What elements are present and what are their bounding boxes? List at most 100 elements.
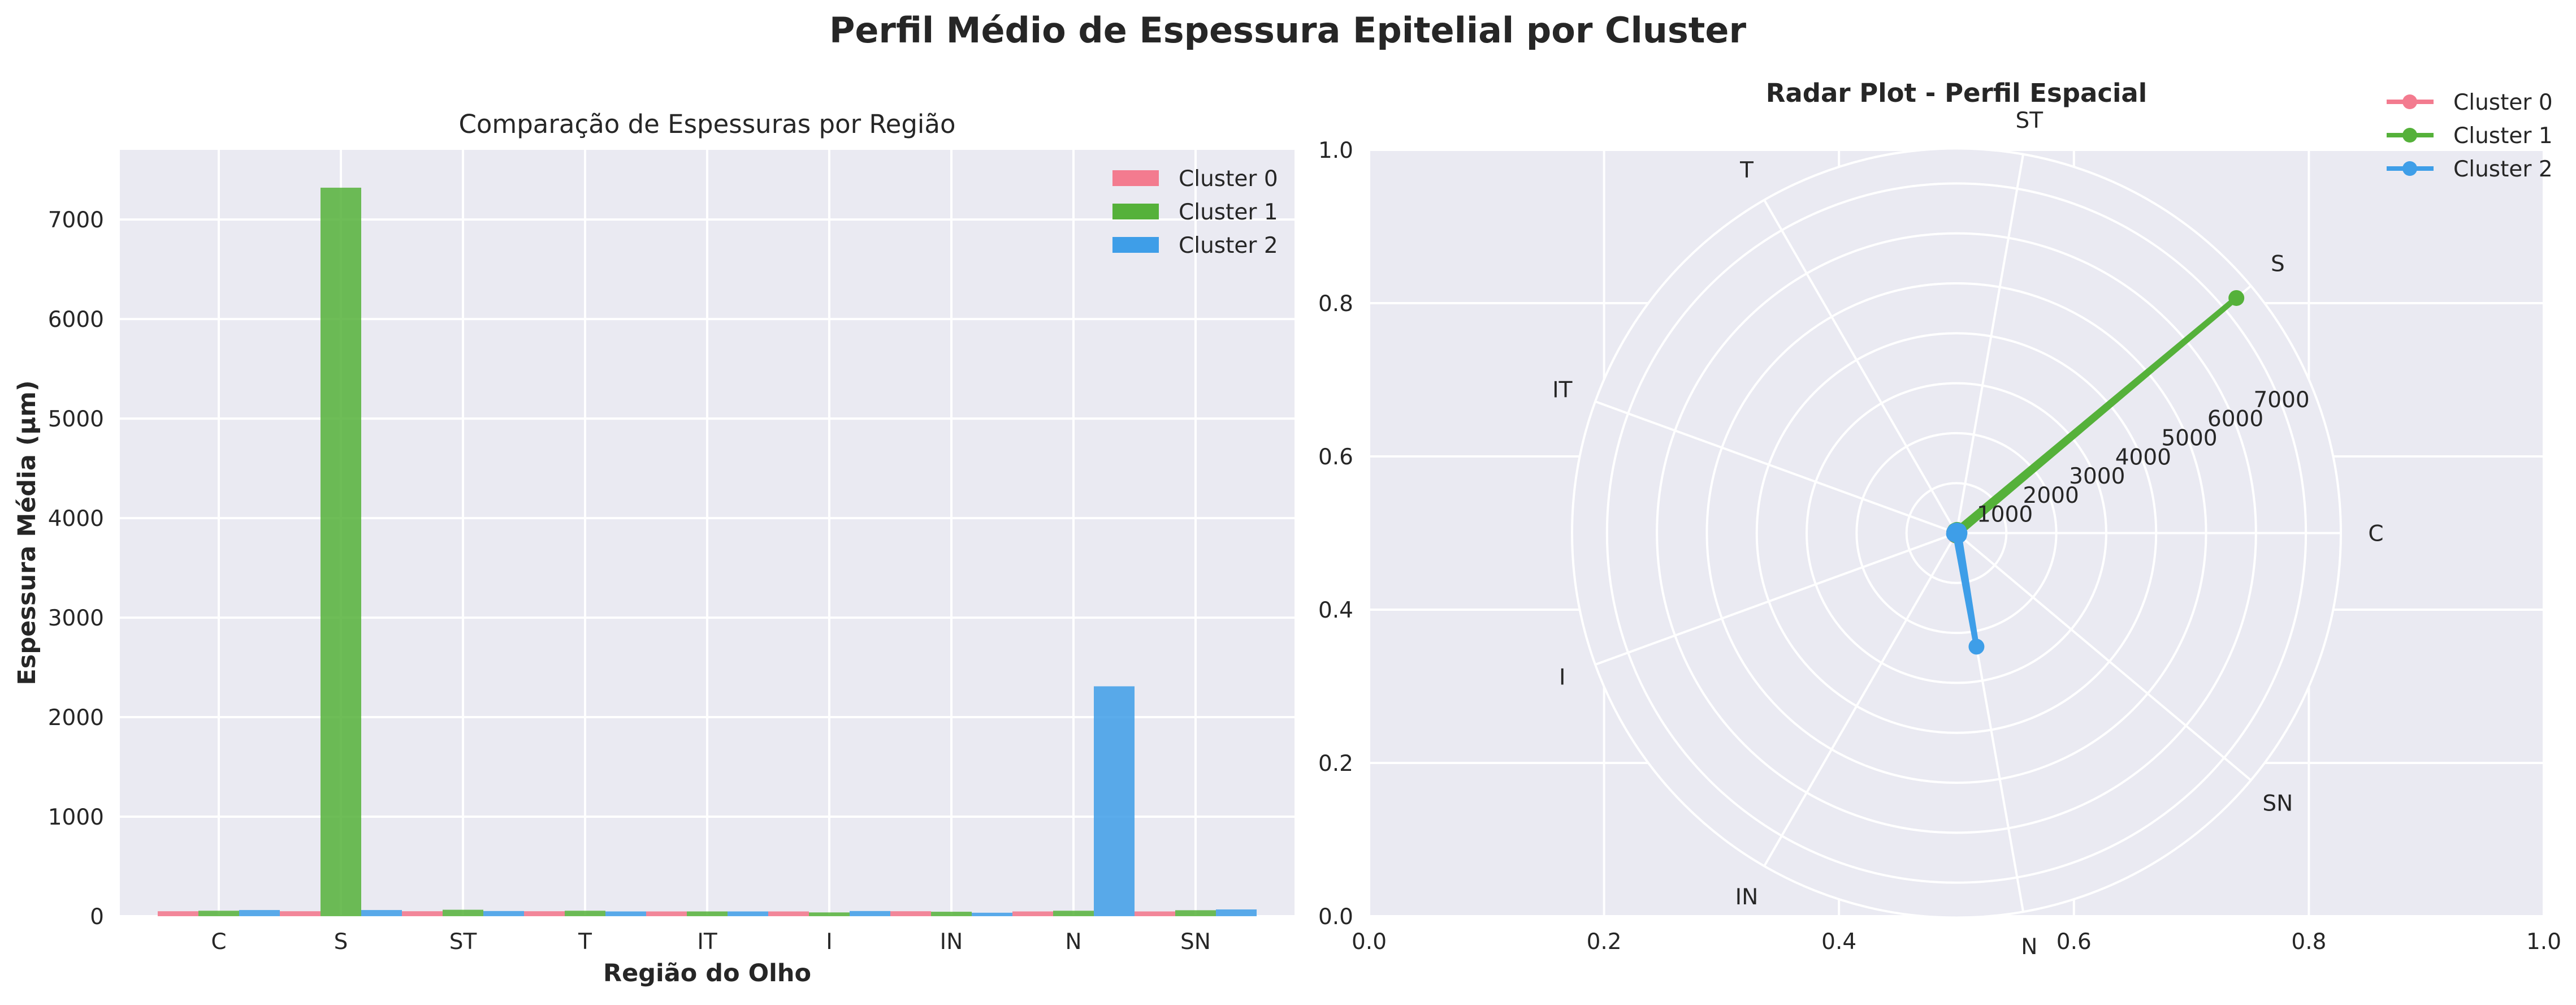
bar-chart-title: Comparação de Espessuras por Região xyxy=(458,109,955,139)
radar-legend-label: Cluster 2 xyxy=(2453,157,2553,182)
bar-y-axis-label: Espessura Média (μm) xyxy=(13,380,41,685)
bar-cluster-1-in xyxy=(931,912,972,916)
bar-x-axis-label: Região do Olho xyxy=(603,959,811,987)
radar-angle-label: ST xyxy=(2016,108,2044,133)
radar-angle-label: SN xyxy=(2262,791,2293,816)
bar-x-tick-label: N xyxy=(1065,929,1081,955)
radar-x-tick-label: 1.0 xyxy=(2526,929,2561,955)
radar-angle-label: IN xyxy=(1735,885,1759,910)
bar-cluster-2-it xyxy=(728,911,768,916)
radar-point-cluster-2-sn xyxy=(1951,527,1967,544)
figure-title: Perfil Médio de Espessura Epitelial por … xyxy=(829,10,1747,51)
radar-y-tick-label: 0.6 xyxy=(1318,445,1353,470)
radar-point-cluster-2-n xyxy=(1968,639,1985,655)
bar-cluster-1-sn xyxy=(1175,910,1216,916)
bar-x-tick-label: ST xyxy=(449,929,477,955)
radar-legend-label: Cluster 1 xyxy=(2453,123,2553,149)
radar-x-tick-label: 0.0 xyxy=(1352,929,1387,955)
radar-y-tick-label: 0.0 xyxy=(1318,904,1353,930)
bar-cluster-1-i xyxy=(809,912,850,916)
radar-y-tick-label: 0.2 xyxy=(1318,751,1353,777)
radar-y-tick-label: 0.8 xyxy=(1318,291,1353,317)
bar-legend-swatch xyxy=(1112,170,1159,186)
radar-x-tick-label: 0.4 xyxy=(1821,929,1856,955)
bar-y-tick-labels: 0 1000 2000 3000 4000 5000 6000 7000 xyxy=(48,208,104,930)
bar-legend-swatch xyxy=(1112,204,1159,219)
bar-cluster-1-t xyxy=(565,911,605,916)
radar-y-tick-label: 1.0 xyxy=(1318,138,1353,163)
bar-y-tick-label: 2000 xyxy=(48,705,104,731)
bar-cluster-0-c xyxy=(158,911,198,916)
bar-cluster-1-it xyxy=(687,911,728,916)
radar-r-tick-label: 1000 xyxy=(1977,502,2033,528)
radar-r-tick-label: 4000 xyxy=(2115,445,2171,470)
bar-cluster-0-in xyxy=(890,911,931,916)
radar-legend-marker xyxy=(2402,94,2417,109)
radar-angle-label: I xyxy=(1559,665,1566,690)
bar-cluster-2-c xyxy=(239,910,280,916)
radar-spoke xyxy=(1955,532,2252,782)
bar-y-tick-label: 6000 xyxy=(48,307,104,333)
bar-cluster-0-n xyxy=(1012,911,1053,916)
radar-spoke xyxy=(1763,199,1958,534)
bar-cluster-0-i xyxy=(768,911,809,916)
bar-y-tick-label: 0 xyxy=(90,904,104,930)
bar-marks xyxy=(158,187,1257,916)
bar-cluster-1-c xyxy=(198,911,239,916)
bar-cluster-0-it xyxy=(646,911,687,916)
bar-cluster-1-s xyxy=(321,187,361,916)
bar-y-tick-label: 4000 xyxy=(48,506,104,532)
bar-x-tick-label: IT xyxy=(697,929,717,955)
bar-y-tick-label: 7000 xyxy=(48,208,104,233)
bar-cluster-2-n xyxy=(1094,686,1135,916)
bar-x-tick-labels: C S ST T IT I IN N SN xyxy=(211,929,1211,955)
radar-legend-marker xyxy=(2402,128,2417,143)
radar-series xyxy=(1946,290,2245,655)
radar-spoke xyxy=(1763,532,1958,867)
radar-angle-label: T xyxy=(1739,158,1754,183)
bar-legend-label: Cluster 1 xyxy=(1179,200,1278,225)
bar-cluster-1-n xyxy=(1053,911,1094,916)
bar-cluster-2-i xyxy=(850,911,890,916)
bar-y-tick-label: 5000 xyxy=(48,407,104,432)
radar-chart-title: Radar Plot - Perfil Espacial xyxy=(1766,78,2147,108)
radar-x-tick-labels: 0.0 0.2 0.4 0.6 0.8 1.0 xyxy=(1352,929,2561,955)
radar-angle-label: N xyxy=(2021,934,2037,960)
bar-cluster-0-sn xyxy=(1135,911,1175,916)
bar-legend-label: Cluster 0 xyxy=(1179,166,1278,192)
radar-y-tick-labels: 0.0 0.2 0.4 0.6 0.8 1.0 xyxy=(1318,138,1353,930)
bar-cluster-2-t xyxy=(605,911,646,916)
radar-legend: Cluster 0 Cluster 1 Cluster 2 xyxy=(2387,90,2553,182)
bar-x-tick-label: C xyxy=(211,929,226,955)
radar-r-tick-label: 3000 xyxy=(2069,464,2125,489)
radar-r-tick-label: 2000 xyxy=(2023,483,2079,508)
bar-y-tick-label: 3000 xyxy=(48,606,104,631)
radar-angle-label: C xyxy=(2368,521,2383,547)
radar-spoke xyxy=(1595,400,1957,534)
radar-angle-label: S xyxy=(2271,252,2285,277)
radar-r-tick-label: 7000 xyxy=(2253,387,2309,413)
radar-legend-marker xyxy=(2402,161,2417,176)
bar-y-tick-label: 1000 xyxy=(48,805,104,830)
bar-cluster-2-sn xyxy=(1216,909,1257,916)
radar-point-cluster-1-s xyxy=(2228,290,2245,306)
bar-legend: Cluster 0 Cluster 1 Cluster 2 xyxy=(1112,166,1278,258)
bar-x-tick-label: T xyxy=(578,929,592,955)
radar-y-tick-label: 0.4 xyxy=(1318,598,1353,623)
radar-r-tick-label: 6000 xyxy=(2207,407,2263,432)
bar-x-tick-label: S xyxy=(334,929,348,955)
bar-cluster-2-in xyxy=(972,912,1012,916)
bar-cluster-0-st xyxy=(402,911,443,916)
radar-x-tick-label: 0.2 xyxy=(1587,929,1622,955)
bar-chart: 0 1000 2000 3000 4000 5000 6000 7000 C S ST T IT I IN… xyxy=(13,109,1295,987)
bar-cluster-2-st xyxy=(483,911,524,916)
bar-x-tick-label: I xyxy=(826,929,833,955)
radar-angle-labels: C S ST T IT I IN N SN xyxy=(1552,108,2384,960)
bar-legend-label: Cluster 2 xyxy=(1179,233,1278,258)
bar-legend-swatch xyxy=(1112,237,1159,253)
radar-legend-label: Cluster 0 xyxy=(2453,90,2553,115)
radar-spoke xyxy=(1955,154,2025,533)
bar-cluster-0-s xyxy=(280,911,321,916)
